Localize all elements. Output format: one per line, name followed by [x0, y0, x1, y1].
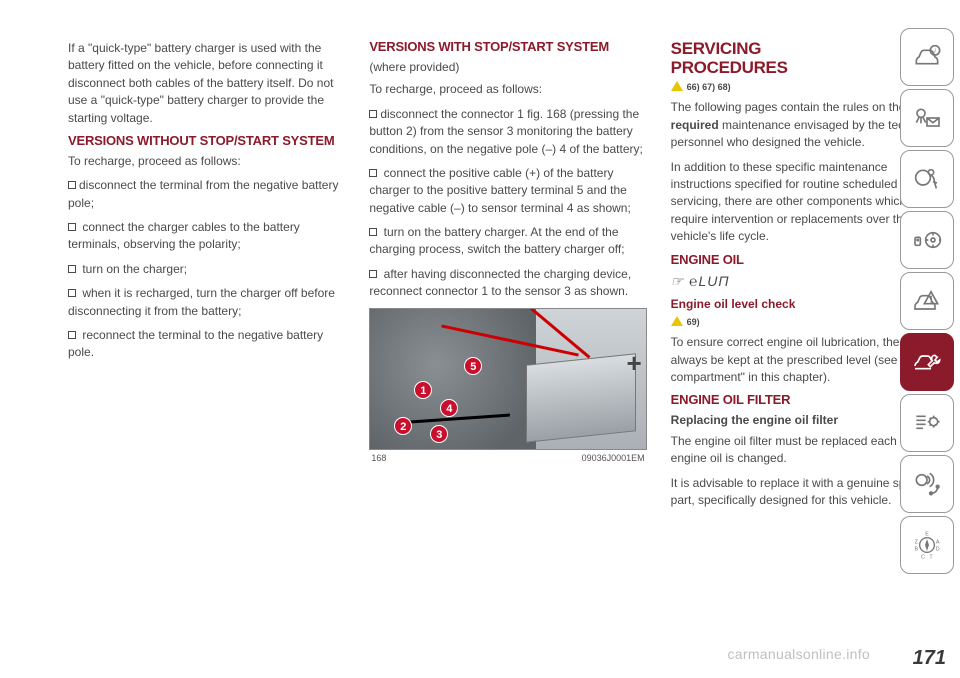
nav-multimedia[interactable] — [900, 455, 954, 513]
bullet-text: disconnect the terminal from the negativ… — [68, 178, 338, 209]
car-info-icon: i — [911, 41, 943, 73]
bullet-item: reconnect the terminal to the negative b… — [68, 327, 345, 362]
svg-text:B: B — [915, 546, 919, 552]
square-bullet-icon — [369, 270, 377, 278]
heading-line-2: PROCEDURES — [671, 58, 788, 77]
bullet-item: turn on the battery charger. At the end … — [369, 224, 646, 259]
figure-168: + 1 2 3 4 5 — [369, 308, 646, 450]
svg-text:C: C — [921, 554, 925, 560]
svg-text:i: i — [934, 48, 936, 55]
audio-nav-icon — [911, 468, 943, 500]
bullet-item: connect the positive cable (+) of the ba… — [369, 165, 646, 217]
square-bullet-icon — [369, 169, 377, 177]
heading-line-1: SERVICING — [671, 39, 762, 58]
recharge-intro-2: To recharge, proceed as follows: — [369, 81, 646, 98]
svg-text:Z: Z — [915, 540, 919, 546]
bullet-text: reconnect the terminal to the negative b… — [68, 328, 323, 359]
text-bold: required — [671, 118, 719, 132]
bullet-text: connect the charger cables to the batter… — [68, 220, 300, 251]
callout-3: 3 — [430, 425, 448, 443]
callout-4: 4 — [440, 399, 458, 417]
square-bullet-icon — [68, 331, 76, 339]
bullet-item: connect the charger cables to the batter… — [68, 219, 345, 254]
figure-number: 168 — [371, 452, 386, 465]
warning-triangle-icon — [671, 81, 683, 91]
nav-index[interactable]: E ADTCBZ — [900, 516, 954, 574]
compass-letters-icon: E ADTCBZ — [911, 529, 943, 561]
square-bullet-icon — [68, 265, 76, 273]
light-mail-icon — [911, 102, 943, 134]
page-content: If a "quick-type" battery charger is use… — [0, 0, 960, 678]
warning-numbers: 66) 67) 68) — [687, 82, 731, 92]
callout-5: 5 — [464, 357, 482, 375]
nav-airbag[interactable] — [900, 150, 954, 208]
warning-triangle-icon — [671, 316, 683, 326]
svg-text:T: T — [929, 554, 933, 560]
square-bullet-icon — [68, 289, 76, 297]
svg-text:E: E — [925, 532, 929, 538]
page-number: 171 — [913, 647, 946, 670]
square-bullet-icon — [68, 181, 76, 189]
figure-image: + 1 2 3 4 5 — [370, 309, 645, 449]
svg-text:D: D — [936, 546, 940, 552]
bullet-item: disconnect the terminal from the negativ… — [68, 177, 345, 212]
text-part: The following pages contain the rules on… — [671, 100, 906, 114]
plus-icon: + — [626, 345, 641, 383]
subtitle-where-provided: (where provided) — [369, 59, 646, 76]
heading-versions-without: VERSIONS WITHOUT STOP/START SYSTEM — [68, 134, 345, 149]
bullet-text: turn on the charger; — [82, 262, 187, 276]
watermark-text: carmanualsonline.info — [728, 646, 871, 662]
figure-caption: 168 09036J0001EM — [369, 450, 646, 465]
nav-key-wheel[interactable] — [900, 211, 954, 269]
car-warning-icon — [911, 285, 943, 317]
callout-2: 2 — [394, 417, 412, 435]
list-gear-icon — [911, 407, 943, 439]
warning-numbers: 69) — [687, 317, 700, 327]
bullet-text: after having disconnected the charging d… — [369, 267, 631, 298]
key-wheel-icon — [911, 224, 943, 256]
column-1: If a "quick-type" battery charger is use… — [68, 40, 345, 658]
callout-1: 1 — [414, 381, 432, 399]
bullet-item: disconnect the connector 1 fig. 168 (pre… — [369, 106, 646, 158]
intro-paragraph: If a "quick-type" battery charger is use… — [68, 40, 345, 127]
bullet-text: disconnect the connector 1 fig. 168 (pre… — [369, 107, 643, 156]
square-bullet-icon — [369, 110, 377, 118]
car-wrench-icon — [911, 346, 943, 378]
battery-graphic — [526, 353, 636, 443]
section-nav-sidebar: i E ADTCBZ — [900, 28, 954, 574]
bullet-item: turn on the charger; — [68, 261, 345, 278]
nav-car-info[interactable]: i — [900, 28, 954, 86]
square-bullet-icon — [369, 228, 377, 236]
bullet-item: when it is recharged, turn the charger o… — [68, 285, 345, 320]
bullet-text: connect the positive cable (+) of the ba… — [369, 166, 630, 215]
bullet-text: turn on the battery charger. At the end … — [369, 225, 624, 256]
bullet-item: after having disconnected the charging d… — [369, 266, 646, 301]
svg-text:A: A — [936, 540, 940, 546]
nav-tech-data[interactable] — [900, 394, 954, 452]
airbag-icon — [911, 163, 943, 195]
square-bullet-icon — [68, 223, 76, 231]
nav-lights[interactable] — [900, 89, 954, 147]
recharge-intro: To recharge, proceed as follows: — [68, 153, 345, 170]
figure-code: 09036J0001EM — [582, 452, 645, 465]
bullet-text: when it is recharged, turn the charger o… — [68, 286, 335, 317]
nav-servicing[interactable] — [900, 333, 954, 391]
nav-warning[interactable] — [900, 272, 954, 330]
heading-versions-with: VERSIONS WITH STOP/START SYSTEM — [369, 40, 646, 55]
column-2: VERSIONS WITH STOP/START SYSTEM (where p… — [369, 40, 646, 658]
